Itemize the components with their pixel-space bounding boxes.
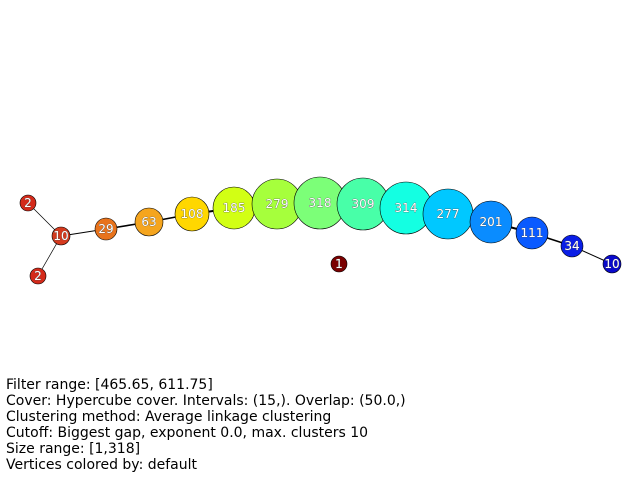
graph-node-label: 10 <box>604 257 619 271</box>
graph-node-circle <box>19 194 37 212</box>
graph-node: 1 <box>330 255 348 273</box>
graph-node-label: 314 <box>395 201 418 215</box>
graph-node-circle <box>51 226 71 246</box>
graph-node: 63 <box>134 207 164 237</box>
graph-node: 277 <box>422 188 474 240</box>
size-range-text: Size range: [1,318] <box>6 441 141 457</box>
graph-node: 2 <box>29 267 47 285</box>
graph-info-panel: Filter range: [465.65, 611.75] Cover: Hy… <box>6 377 406 473</box>
graph-node: 318 <box>293 176 347 230</box>
graph-node-label: 108 <box>181 207 204 221</box>
clustering-method-text: Clustering method: Average linkage clust… <box>6 409 332 425</box>
graph-node: 10 <box>602 254 622 274</box>
graph-node-label: 1 <box>335 257 343 271</box>
graph-node-label: 10 <box>53 229 68 243</box>
filter-range-text: Filter range: [465.65, 611.75] <box>6 377 213 393</box>
mapper-graph: 2 2 10 29 63 108 185 279 318 309 314 277 201 111 34 10 1 <box>19 176 622 285</box>
graph-node: 108 <box>174 196 210 232</box>
graph-node-label: 111 <box>521 226 544 240</box>
graph-node: 34 <box>560 234 584 258</box>
cover-text: Cover: Hypercube cover. Intervals: (15,)… <box>6 393 406 409</box>
graph-node: 10 <box>51 226 71 246</box>
graph-node-circle <box>602 254 622 274</box>
graph-node: 2 <box>19 194 37 212</box>
graph-node-label: 29 <box>98 222 113 236</box>
graph-node-label: 279 <box>266 197 289 211</box>
graph-node: 279 <box>251 178 303 230</box>
graph-node-label: 309 <box>352 197 375 211</box>
graph-nodes: 2 2 10 29 63 108 185 279 318 309 314 277 201 111 34 10 1 <box>19 176 622 285</box>
graph-node: 29 <box>94 217 118 241</box>
graph-node-label: 34 <box>564 239 579 253</box>
graph-node: 314 <box>379 181 433 235</box>
graph-node: 111 <box>515 216 549 250</box>
graph-node-label: 318 <box>309 196 332 210</box>
graph-node-circle <box>469 200 513 244</box>
graph-node-label: 2 <box>24 196 32 210</box>
graph-node-circle <box>134 207 164 237</box>
graph-node-circle <box>515 216 549 250</box>
graph-node-label: 201 <box>480 215 503 229</box>
graph-node: 185 <box>212 186 256 230</box>
graph-node-label: 2 <box>34 269 42 283</box>
graph-node: 201 <box>469 200 513 244</box>
graph-node-label: 63 <box>141 215 156 229</box>
graph-node-circle <box>29 267 47 285</box>
graph-node-circle <box>560 234 584 258</box>
graph-node-label: 277 <box>437 207 460 221</box>
graph-node-circle <box>94 217 118 241</box>
graph-node-circle <box>330 255 348 273</box>
graph-node-label: 185 <box>223 201 246 215</box>
vertex-coloring-text: Vertices colored by: default <box>6 457 197 473</box>
graph-node-circle <box>174 196 210 232</box>
graph-node: 309 <box>336 177 390 231</box>
cutoff-text: Cutoff: Biggest gap, exponent 0.0, max. … <box>6 425 369 441</box>
